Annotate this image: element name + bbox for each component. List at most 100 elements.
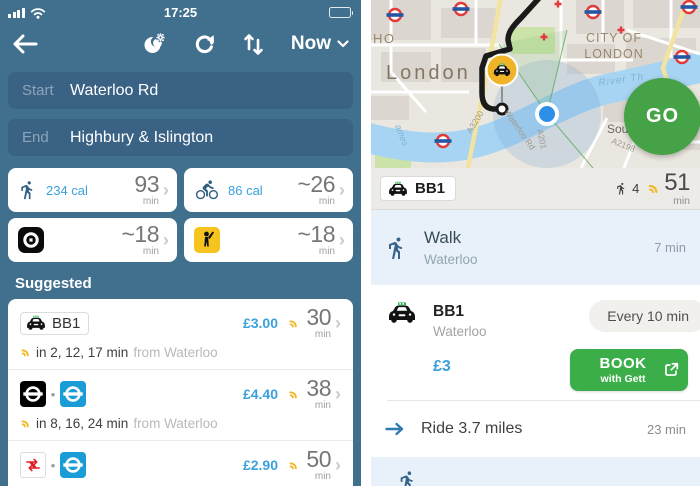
start-field-label: Start [22, 82, 54, 99]
summary-total-minutes: 51 [664, 168, 690, 196]
taxi-map-marker[interactable] [485, 53, 519, 87]
gett-minutes: ~18 [297, 221, 335, 247]
live-icon [288, 460, 299, 471]
chevron-right-icon: › [335, 313, 341, 333]
black-cab-icon [386, 302, 418, 324]
route-start-marker [495, 102, 509, 116]
route-minutes: 38 [306, 375, 331, 401]
arrow-right-icon [385, 422, 405, 436]
map-view[interactable]: HO London CITY OF LONDON South River Th … [371, 0, 700, 168]
route-price: £4.40 [242, 386, 278, 402]
route-from: from Waterloo [133, 345, 218, 360]
route-minutes: 30 [306, 304, 331, 330]
start-field[interactable]: Start Waterloo Rd [8, 72, 353, 109]
mode-card-uber[interactable]: ~18 min › [8, 218, 177, 262]
signal-strength-icon [8, 7, 25, 18]
step-taxi-row[interactable]: BB1 Waterloo Every 10 min £3 BOOK with G… [371, 285, 700, 400]
route-from: from Waterloo [133, 416, 218, 431]
live-icon [288, 318, 299, 329]
route-row-bb1[interactable]: BB1 £3.00 30 min › in 2, 12, 17 min [8, 299, 353, 369]
walk-calories: 234 cal [46, 182, 88, 198]
book-with-gett-button[interactable]: BOOK with Gett [570, 349, 688, 391]
route-minutes: 50 [306, 446, 331, 472]
live-icon [20, 347, 31, 358]
cycle-minutes-unit: min [318, 196, 335, 207]
taxi-step-title: BB1 [433, 303, 465, 320]
go-button[interactable]: GO [624, 78, 700, 155]
book-button-line1: BOOK [599, 355, 647, 373]
map-label-city-2: LONDON [584, 47, 643, 61]
summary-walk-minutes: 4 [632, 181, 640, 196]
mode-card-walk[interactable]: 234 cal 93 min › [8, 168, 177, 212]
map-label-city-1: CITY OF [586, 31, 642, 45]
gett-minutes-unit: min [318, 246, 335, 257]
walk-icon [397, 470, 419, 486]
route-row-rail[interactable]: • £2.90 50 min › [8, 440, 353, 486]
walk-minutes-unit: min [142, 196, 159, 207]
mode-card-cycle[interactable]: 86 cal ~26 min › [184, 168, 353, 212]
taxi-step-subtitle: Waterloo [433, 324, 487, 339]
time-selector-button[interactable]: Now [291, 33, 349, 55]
northern-line-icon [20, 381, 46, 407]
cycle-minutes: ~26 [297, 171, 335, 197]
uber-icon [18, 227, 44, 253]
walk-icon [615, 182, 628, 195]
external-link-icon [664, 362, 679, 377]
victoria-line-icon [60, 381, 86, 407]
live-icon [647, 182, 660, 195]
walk-minutes: 93 [134, 171, 159, 197]
trip-detail-screen: HO London CITY OF LONDON South River Th … [371, 0, 700, 486]
bb1-badge: BB1 [381, 177, 456, 200]
back-icon[interactable] [12, 33, 38, 55]
black-cab-icon [25, 315, 47, 331]
walk-icon [18, 180, 38, 200]
step-next-row-partial[interactable] [371, 457, 700, 486]
bb1-badge: BB1 [20, 311, 90, 335]
route-eta: in 2, 12, 17 min [36, 345, 129, 360]
mode-cards: 234 cal 93 min › 86 cal ~26 min › ~ [8, 168, 353, 262]
route-price: £3.00 [242, 315, 278, 331]
map-label-a201: A201 [535, 128, 549, 150]
profile-settings-icon[interactable] [142, 32, 166, 56]
end-field-label: End [22, 129, 49, 146]
chevron-right-icon: › [163, 230, 169, 250]
current-location-dot [535, 102, 559, 126]
status-time: 17:25 [163, 5, 198, 20]
walk-step-subtitle: Waterloo [424, 252, 478, 267]
route-results-screen: 17:25 Now Start Waterloo Rd [0, 0, 361, 486]
step-walk-row[interactable]: Walk Waterloo 7 min [371, 210, 700, 285]
bb1-badge-label: BB1 [52, 314, 81, 332]
route-polyline [479, 0, 542, 112]
trip-summary-bar[interactable]: BB1 4 51 min [371, 168, 700, 210]
summary-minutes-unit: min [673, 194, 690, 207]
chevron-down-icon [337, 40, 349, 48]
book-button-line2: with Gett [600, 372, 646, 385]
route-minutes-unit: min [314, 471, 331, 482]
badge-separator: • [50, 457, 56, 473]
chevron-right-icon: › [335, 455, 341, 475]
mode-card-gett[interactable]: ~18 min › [184, 218, 353, 262]
swap-direction-icon[interactable] [243, 32, 264, 56]
end-field[interactable]: End Highbury & Islington [8, 119, 353, 156]
route-row-tube[interactable]: • £4.40 38 min › [8, 369, 353, 440]
tube-roundel-icon [21, 382, 45, 406]
live-icon [20, 418, 31, 429]
chevron-right-icon: › [335, 384, 341, 404]
cycle-calories: 86 cal [228, 182, 263, 198]
taxi-step-price: £3 [433, 358, 451, 375]
ride-step-duration: 23 min [646, 421, 686, 437]
national-rail-icon [20, 452, 46, 478]
row-divider [387, 400, 700, 401]
rail-arrows-icon [24, 456, 42, 474]
walk-step-duration: 7 min [654, 240, 686, 255]
bike-icon [194, 179, 220, 201]
summary-badge-label: BB1 [415, 180, 446, 197]
walk-step-title: Walk [424, 228, 462, 247]
chevron-right-icon: › [339, 180, 345, 200]
chevron-right-icon: › [163, 180, 169, 200]
refresh-icon[interactable] [193, 33, 216, 56]
toolbar: Now [0, 25, 361, 63]
step-ride-row[interactable]: Ride 3.7 miles 23 min [371, 401, 700, 457]
status-bar: 17:25 [0, 0, 361, 25]
uber-minutes-unit: min [142, 246, 159, 257]
